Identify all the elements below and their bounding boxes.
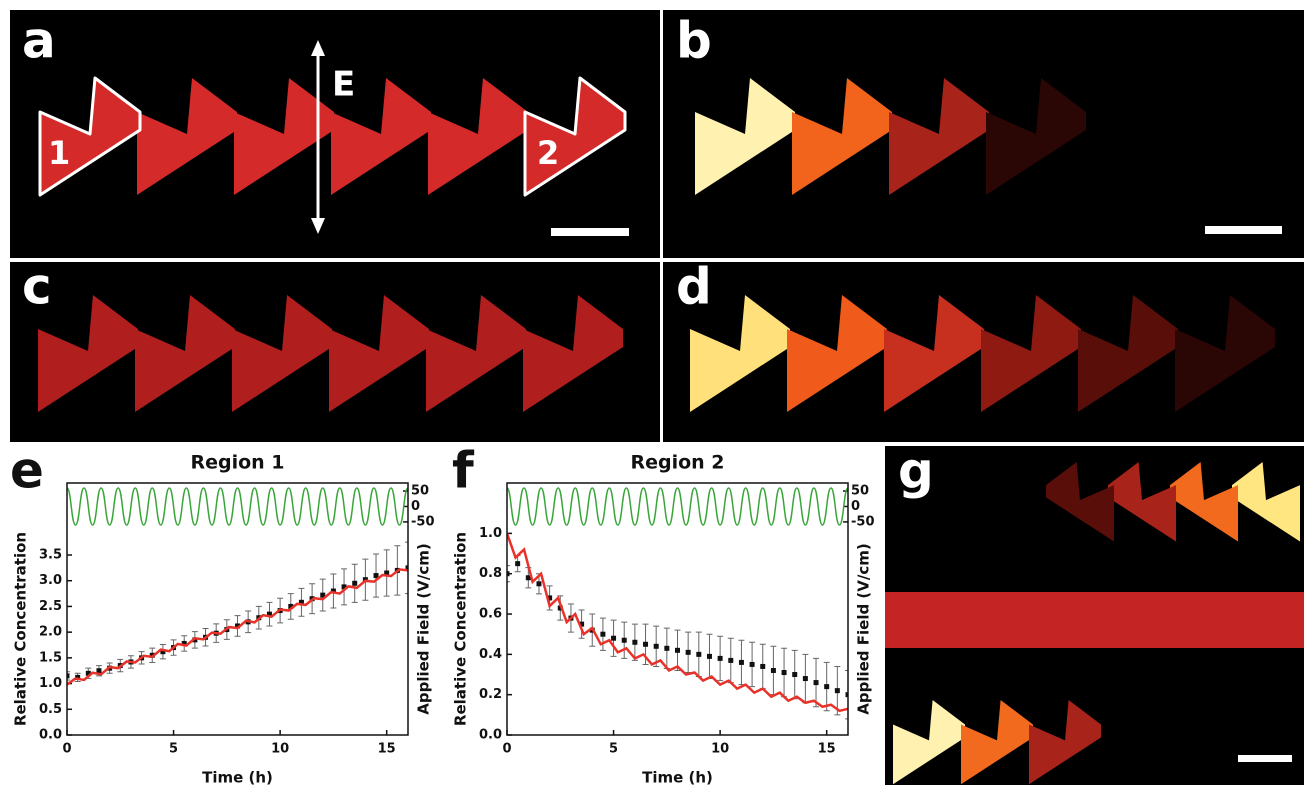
y-tick-label: 0.4 (479, 647, 502, 662)
x-tick-label: 10 (711, 742, 729, 757)
y-tick-label: 1.0 (479, 526, 502, 541)
data-point (536, 581, 541, 586)
data-point (643, 642, 648, 647)
model-line (67, 569, 408, 684)
panel-label: a (22, 12, 56, 70)
data-point (728, 658, 733, 663)
region-label: 1 (48, 134, 70, 172)
y2-tick-label: 0 (851, 499, 860, 514)
y-tick-label: 0.6 (479, 607, 502, 622)
data-point (750, 662, 755, 667)
data-point (654, 644, 659, 649)
data-point (664, 646, 669, 651)
x-tick-label: 15 (378, 742, 396, 757)
data-point (803, 676, 808, 681)
y2-axis-label: Applied Field (V/cm) (855, 543, 873, 714)
scale-bar (551, 228, 629, 236)
data-point (835, 688, 840, 693)
panel-label: f (452, 442, 475, 500)
field-line (67, 488, 408, 525)
y-tick-label: 0.0 (479, 728, 502, 743)
x-axis-label: Time (h) (642, 769, 713, 785)
data-point (760, 664, 765, 669)
y-tick-label: 2.0 (39, 625, 62, 640)
y-axis-label: Relative Concentration (452, 532, 470, 726)
x-tick-label: 15 (818, 742, 836, 757)
y-tick-label: 1.5 (39, 650, 62, 665)
y-tick-label: 3.5 (39, 548, 62, 563)
data-point (814, 680, 819, 685)
plot-frame (67, 483, 408, 735)
panel-label: g (898, 442, 934, 500)
data-point (771, 668, 776, 673)
y-tick-label: 0.8 (479, 566, 502, 581)
y2-tick-label: -50 (851, 514, 875, 529)
data-point (824, 684, 829, 689)
data-point (686, 650, 691, 655)
x-tick-label: 0 (62, 742, 71, 757)
field-line (507, 488, 848, 525)
data-point (782, 670, 787, 675)
field-label: E (332, 65, 355, 105)
panel-label: e (10, 442, 44, 500)
data-point (718, 656, 723, 661)
y2-tick-label: -50 (411, 514, 435, 529)
figure: a b c d e f g E 1 2 Region 1 Time (h) Rela… (0, 0, 1304, 785)
y-tick-label: 0.0 (39, 728, 62, 743)
data-point (739, 660, 744, 665)
y-axis-label: Relative Concentration (12, 532, 30, 726)
y2-tick-label: 0 (411, 499, 420, 514)
scale-bar (1205, 226, 1282, 234)
data-point (352, 581, 357, 586)
chart-title: Region 1 (190, 452, 284, 474)
y-tick-label: 0.5 (39, 702, 62, 717)
y-tick-label: 1.0 (39, 676, 62, 691)
x-tick-label: 5 (169, 742, 178, 757)
data-point (600, 632, 605, 637)
data-point (675, 648, 680, 653)
model-line (507, 533, 848, 710)
data-point (611, 636, 616, 641)
y2-tick-label: 50 (851, 484, 869, 499)
plot-area (64, 488, 411, 685)
data-point (707, 654, 712, 659)
data-point (515, 561, 520, 566)
data-point (696, 652, 701, 657)
scale-bar (1238, 755, 1292, 762)
y2-axis-label: Applied Field (V/cm) (415, 543, 433, 714)
y-tick-label: 3.0 (39, 573, 62, 588)
y-tick-label: 0.2 (479, 687, 502, 702)
data-point (632, 640, 637, 645)
panel-label: c (22, 258, 52, 316)
x-tick-label: 0 (502, 742, 511, 757)
x-axis-label: Time (h) (202, 769, 273, 785)
x-tick-label: 5 (609, 742, 618, 757)
y-tick-label: 2.5 (39, 599, 62, 614)
panel-label: d (676, 258, 712, 316)
plot-area (504, 488, 851, 719)
x-tick-label: 10 (271, 742, 289, 757)
data-point (792, 672, 797, 677)
panel-label: b (676, 12, 712, 70)
region-label: 2 (537, 134, 559, 172)
chart-title: Region 2 (630, 452, 724, 474)
channel (885, 592, 1304, 648)
data-point (622, 638, 627, 643)
y2-tick-label: 50 (411, 484, 429, 499)
